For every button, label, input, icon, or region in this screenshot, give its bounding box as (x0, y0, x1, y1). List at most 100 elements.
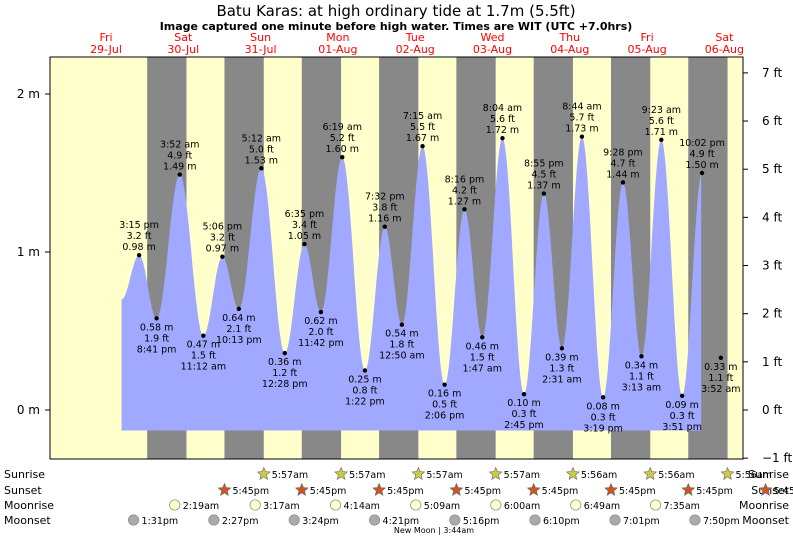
tide-time: 10:13 pm (216, 335, 262, 346)
sunrise-time: 5:56am (658, 470, 694, 481)
tide-height-m: 1.44 m (606, 169, 639, 180)
sunset-time: 5:45pm (542, 486, 579, 497)
tide-point (177, 172, 182, 177)
tide-time: 11:42 pm (298, 338, 344, 349)
day-name: Sat (174, 31, 193, 44)
tide-height-ft: 5.6 ft (649, 116, 674, 127)
day-date: 29-Jul (90, 43, 122, 56)
tide-height-ft: 5.5 ft (410, 122, 435, 133)
tide-height-m: 0.47 m (187, 340, 220, 351)
tide-height-ft: 5.6 ft (490, 114, 515, 125)
tide-point (579, 134, 585, 139)
day-date: 30-Jul (167, 43, 199, 56)
tide-time: 8:04 am (483, 103, 522, 114)
sunset-row-label-left: Sunset (4, 484, 42, 497)
tide-height-ft: 4.9 ft (690, 149, 715, 160)
moonset-icon (609, 514, 621, 526)
sunset-time: 5:45pm (619, 486, 656, 497)
moonrise-time: 6:49am (584, 501, 620, 512)
tide-height-m: 1.53 m (245, 155, 278, 166)
sunset-icon (526, 482, 541, 496)
day-date: 01-Aug (318, 43, 357, 56)
tide-time: 7:15 am (403, 111, 442, 122)
left-axis-label: 2 m (17, 87, 40, 101)
day-name: Fri (99, 31, 112, 44)
right-axis-label: 0 ft (762, 403, 782, 417)
sunset-icon (372, 482, 387, 496)
tide-height-m: 0.25 m (348, 375, 381, 386)
moonset-time: 1:31pm (142, 516, 179, 527)
moonset-icon (208, 514, 220, 526)
tide-height-m: 1.37 m (527, 181, 560, 192)
tide-height-m: 0.62 m (304, 316, 337, 327)
right-axis-label: −1 ft (762, 451, 793, 465)
moonset-time: 4:21pm (383, 516, 420, 527)
sunset-icon (681, 482, 696, 496)
day-name: Sat (715, 31, 734, 44)
tide-time: 1:22 pm (345, 397, 385, 408)
day-name: Mon (326, 31, 349, 44)
moonset-time: 7:01pm (623, 516, 660, 527)
right-axis-label: 5 ft (762, 162, 782, 176)
tide-height-ft: 4.7 ft (610, 158, 635, 169)
sunset-time: 5:45pm (387, 486, 424, 497)
moonset-time: 2:27pm (222, 516, 259, 527)
tide-height-ft: 3.2 ft (127, 231, 152, 242)
tide-height-m: 1.49 m (163, 162, 196, 173)
day-name: Wed (481, 31, 505, 44)
tide-point (718, 355, 724, 361)
tide-point (154, 316, 159, 321)
sunset-time: 5:45pm (232, 486, 269, 497)
tide-point (462, 207, 467, 212)
right-axis-label: 7 ft (762, 66, 782, 80)
sunrise-icon (411, 466, 426, 480)
tide-height-m: 0.08 m (586, 401, 619, 412)
moonset-icon (288, 514, 300, 526)
moonset-row-label-right: Moonset (742, 514, 789, 527)
moonrise-icon (490, 499, 502, 511)
tide-height-ft: 3.2 ft (210, 233, 235, 244)
moonrise-row-label-left: Moonrise (4, 499, 54, 512)
moonrise-time: 4:14am (344, 501, 380, 512)
tide-height-ft: 1.3 ft (549, 363, 574, 374)
moonrise-icon (410, 499, 422, 511)
tide-time: 12:50 am (379, 351, 424, 362)
tide-time: 11:12 am (181, 362, 226, 373)
chart-subtitle: Image captured one minute before high wa… (160, 20, 633, 33)
tide-time: 9:28 pm (603, 147, 643, 158)
moonrise-icon (329, 499, 342, 511)
tide-point (620, 180, 626, 185)
tide-time: 5:12 am (242, 133, 281, 144)
sunrise-time: 5:56am (581, 470, 617, 481)
tide-point (259, 166, 264, 171)
tide-height-ft: 1.5 ft (191, 351, 216, 362)
tide-time: 3:19 pm (583, 423, 623, 434)
sunrise-icon (643, 466, 658, 480)
day-name: Fri (641, 31, 654, 44)
tide-height-m: 1.50 m (685, 160, 718, 171)
tide-height-m: 0.16 m (428, 389, 461, 400)
moonset-icon (449, 514, 461, 526)
tide-height-m: 0.34 m (625, 360, 658, 371)
tide-height-m: 0.09 m (665, 400, 698, 411)
tide-height-ft: 3.8 ft (372, 203, 397, 214)
tide-height-ft: 5.0 ft (249, 144, 274, 155)
moonrise-icon (169, 499, 181, 511)
moonset-icon (689, 514, 701, 526)
tide-point (541, 191, 547, 196)
tide-marks: 3:15 pm3.2 ft0.98 m0.58 m1.9 ft8:41 pm3:… (119, 102, 740, 435)
tide-time: 3:52 am (701, 384, 740, 395)
tide-point (302, 241, 307, 247)
tide-point (442, 382, 447, 387)
right-axis-label: 2 ft (762, 307, 782, 321)
sunrise-row-label-left: Sunrise (4, 468, 45, 481)
tide-height-m: 0.97 m (206, 244, 239, 255)
tide-height-m: 0.39 m (545, 352, 578, 363)
tide-height-m: 0.58 m (140, 322, 173, 333)
moonrise-icon (249, 499, 261, 511)
new-moon-label: New Moon | 3:44am (394, 526, 474, 535)
tide-height-ft: 4.5 ft (531, 170, 556, 181)
tide-time: 8:41 pm (137, 344, 177, 355)
